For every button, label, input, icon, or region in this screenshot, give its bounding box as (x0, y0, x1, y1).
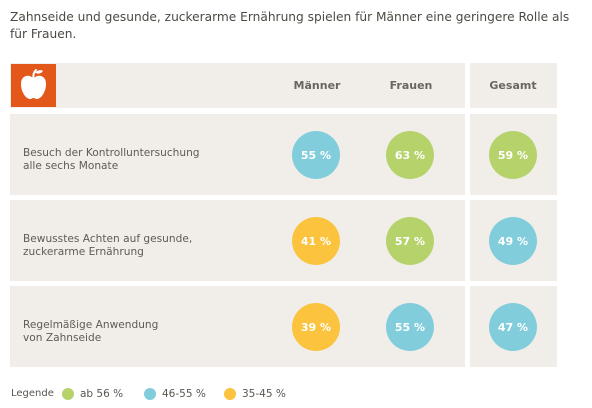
value-bubble-frauen-row2: 57 % (386, 217, 434, 265)
value-bubble-maenner-row3: 39 % (292, 303, 340, 351)
legend-label-green: ab 56 % (80, 388, 124, 400)
value-bubble-maenner-row1: 55 % (292, 131, 340, 179)
column-header-gesamt: Gesamt (489, 79, 537, 92)
row-label-kontrolluntersuchung: Besuch der Kontrolluntersuchung alle sec… (23, 147, 200, 173)
legend-swatch-yellow (224, 388, 236, 400)
row-label-line: alle sechs Monate (23, 160, 119, 172)
row-label-line: Regelmäßige Anwendung (23, 319, 159, 331)
column-header-maenner: Männer (293, 79, 341, 92)
value-bubble-frauen-row1: 63 % (386, 131, 434, 179)
header-panel (10, 63, 465, 108)
legend-title: Legende (11, 388, 54, 399)
page-title: Zahnseide und gesunde, zuckerarme Ernähr… (10, 10, 570, 41)
value-bubble-gesamt-row3: 47 % (489, 303, 537, 351)
apple-icon (21, 69, 46, 99)
legend-swatch-blue (144, 388, 156, 400)
logo-box (11, 64, 56, 107)
row-label-line: zuckerarme Ernährung (23, 246, 144, 258)
legend-label-blue: 46-55 % (162, 388, 206, 400)
header-panel-total (470, 63, 557, 108)
value-bubble-maenner-row2: 41 % (292, 217, 340, 265)
row-label-line: von Zahnseide (23, 332, 102, 344)
row-label-line: Besuch der Kontrolluntersuchung (23, 147, 200, 159)
column-header-frauen: Frauen (389, 79, 433, 92)
row-label-line: Bewusstes Achten auf gesunde, (23, 233, 193, 245)
value-bubble-gesamt-row1: 59 % (489, 131, 537, 179)
value-bubble-gesamt-row2: 49 % (489, 217, 537, 265)
legend-label-yellow: 35-45 % (242, 388, 286, 400)
legend-swatch-green (62, 388, 74, 400)
row-label-ernaehrung: Bewusstes Achten auf gesunde, zuckerarme… (23, 233, 192, 259)
row-label-zahnseide: Regelmäßige Anwendung von Zahnseide (23, 319, 158, 345)
value-bubble-frauen-row3: 55 % (386, 303, 434, 351)
